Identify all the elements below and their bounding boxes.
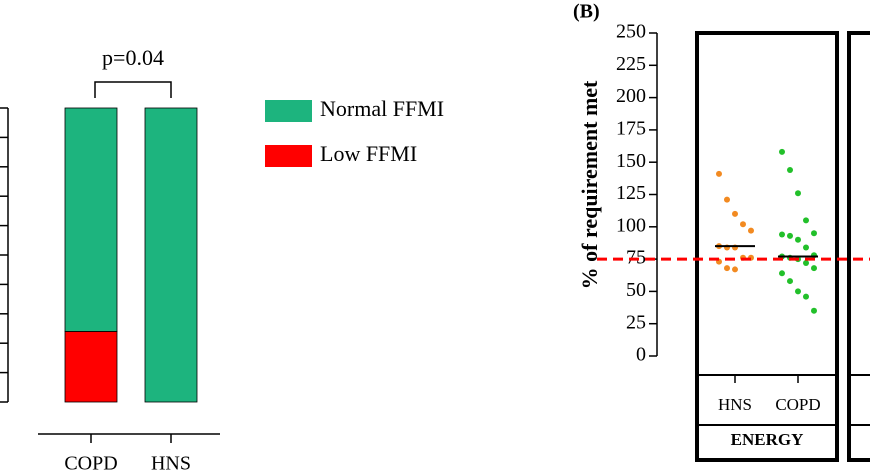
legend-swatch [265,145,312,167]
y-axis-label: % of requirement met [577,80,602,289]
data-point [740,221,746,228]
data-point [803,293,809,300]
legend-swatch [265,100,312,122]
x-tick-label: COPD [64,453,117,474]
panel-frame [695,31,839,462]
y-tick-label: 175 [616,117,646,139]
annotation: p=0.04 [102,45,164,70]
y-tick-label: 125 [616,182,646,204]
x-tick-label: COPD [775,395,820,414]
data-point [732,210,738,217]
chart-title: (B) [573,1,600,23]
panel-frame [847,31,870,462]
y-tick-label: 200 [616,85,646,107]
data-point [724,196,730,203]
y-tick-label: 225 [616,53,646,75]
bar-segment [64,331,118,403]
data-point [811,230,817,237]
data-point [811,265,817,272]
data-point [803,244,809,251]
y-tick-label: 150 [616,150,646,172]
y-tick-label: 250 [616,21,646,43]
group-label: ENERGY [731,430,804,449]
data-point [724,265,730,272]
data-point [803,217,809,224]
y-tick-label: 50 [626,279,646,301]
data-point [787,166,793,173]
legend-label: Low FFMI [320,141,417,166]
data-point [748,227,754,234]
bar-segment [64,107,118,332]
data-point [795,236,801,243]
y-tick-label: 0 [636,344,646,366]
data-point [787,232,793,239]
legend-label: Normal FFMI [320,96,444,121]
data-point [732,266,738,273]
data-point [779,148,785,155]
bar-segment [144,107,198,403]
data-point [795,190,801,197]
data-point [795,288,801,295]
data-point [779,270,785,277]
y-tick-label: 100 [616,214,646,236]
x-tick-label: HNS [718,395,752,414]
significance-bracket [94,81,172,98]
data-point [787,278,793,285]
y-tick-label: 25 [626,311,646,333]
data-point [779,231,785,238]
data-point [803,259,809,266]
data-point [716,170,722,177]
x-tick-label: HNS [151,453,191,474]
data-point [811,307,817,314]
